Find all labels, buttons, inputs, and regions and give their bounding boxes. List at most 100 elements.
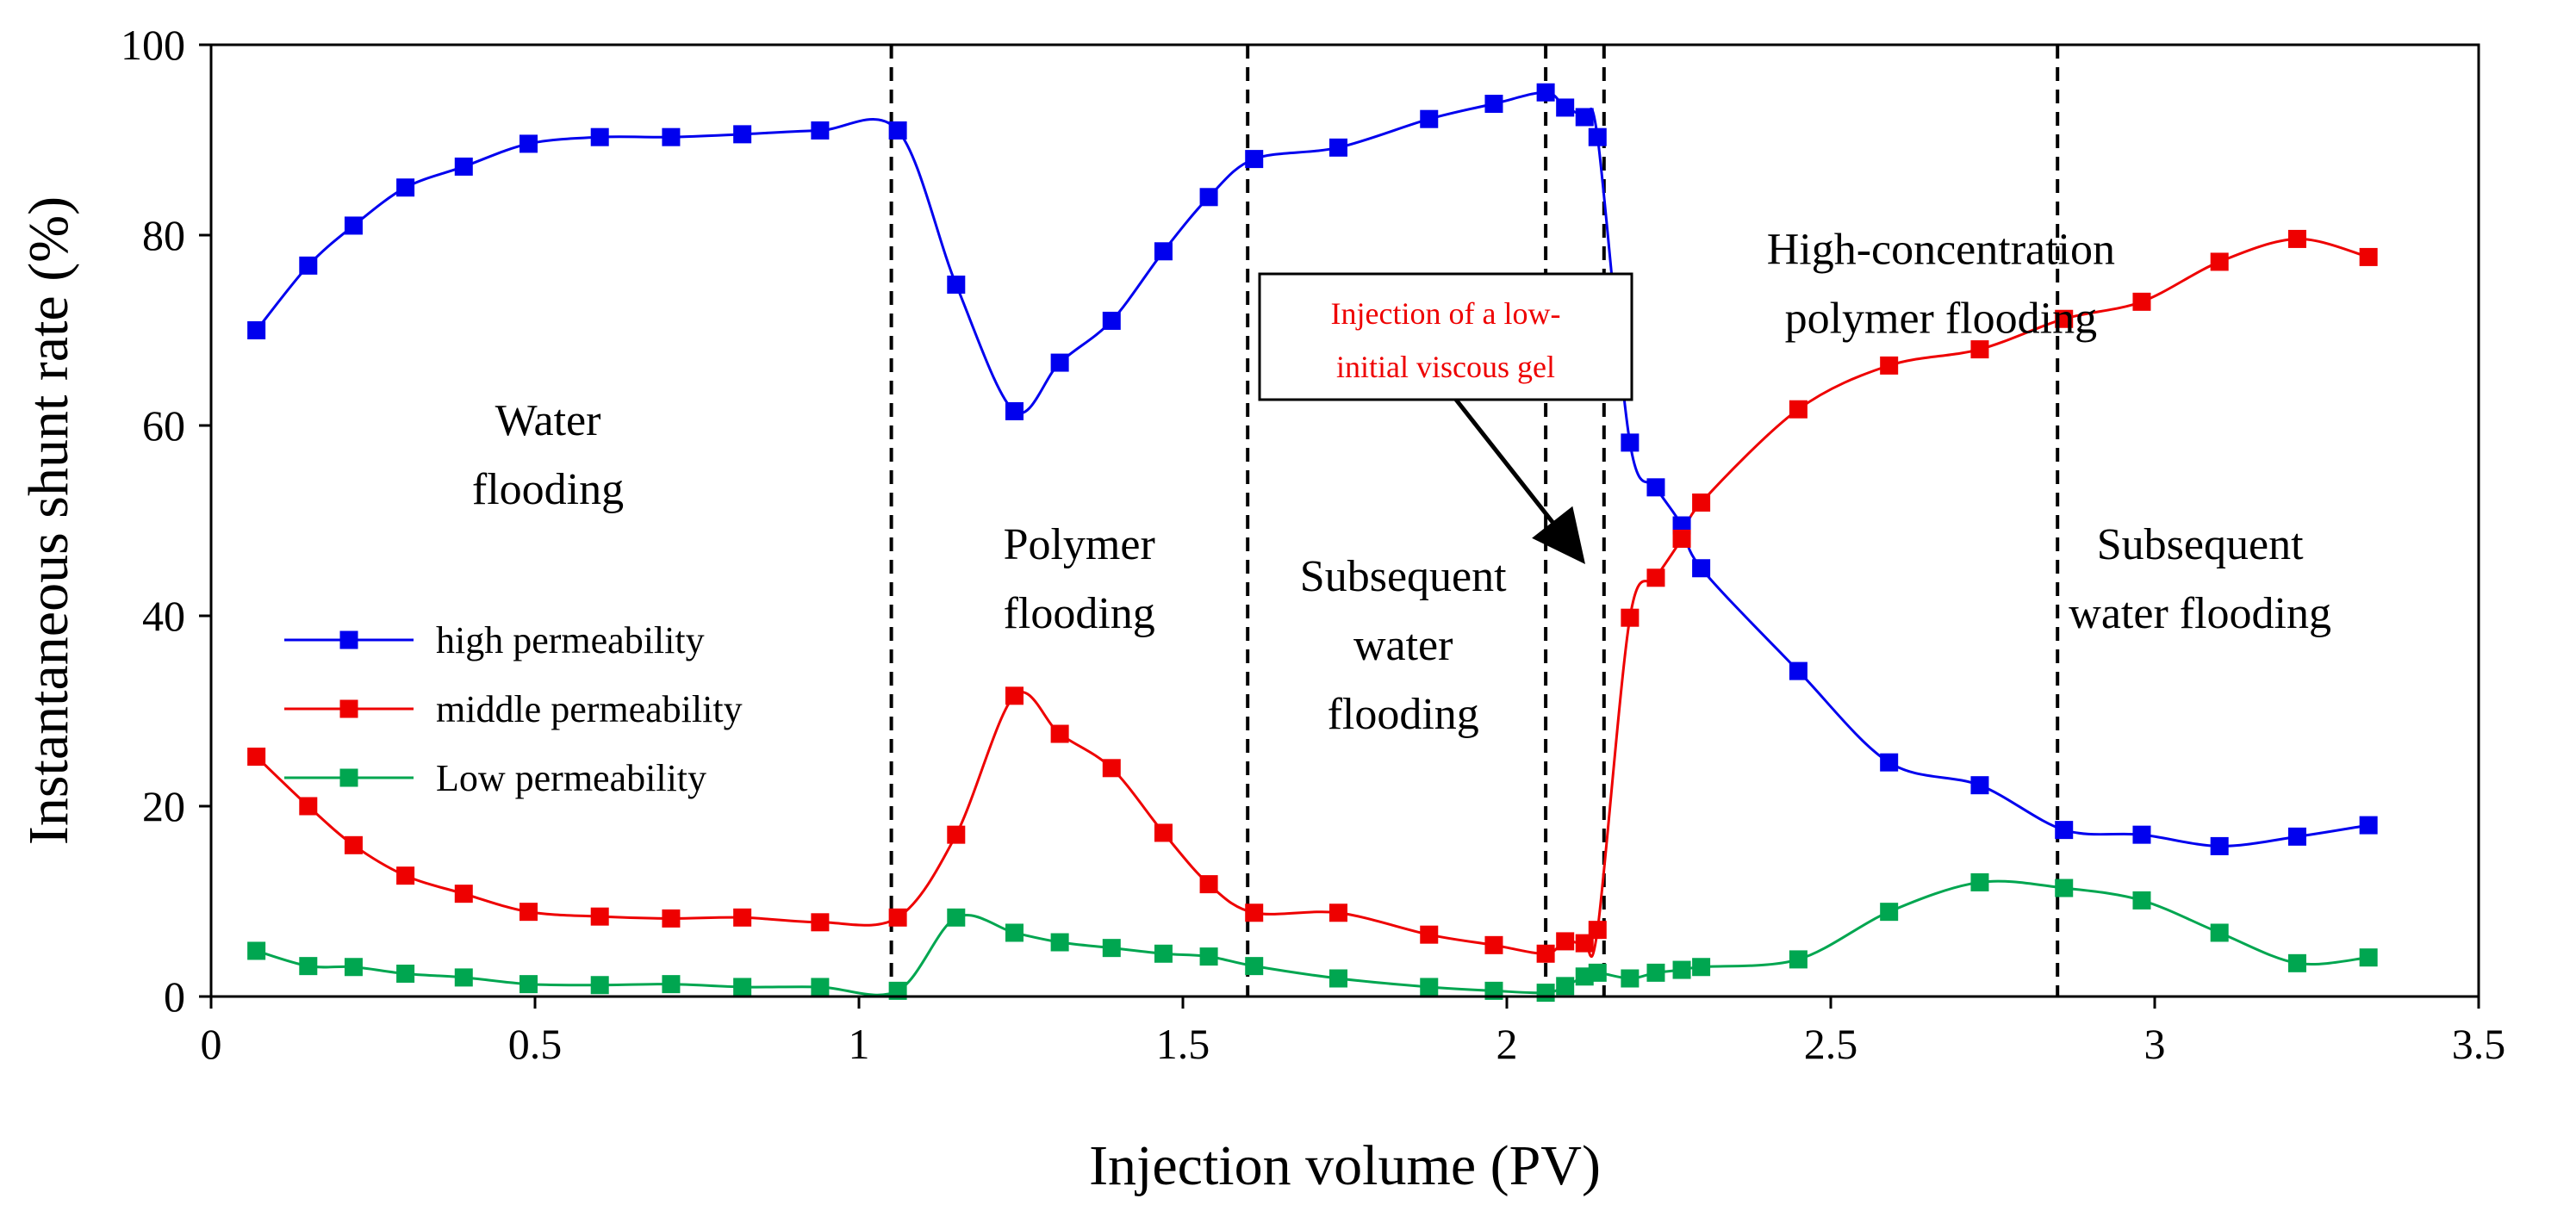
data-point [1102, 939, 1121, 958]
phase-label: Water [495, 396, 601, 445]
legend-label: high permeability [436, 619, 705, 661]
phase-label: flooding [1004, 589, 1155, 638]
data-point [1646, 478, 1665, 497]
phase-label: flooding [1328, 690, 1479, 739]
phase-label: Subsequent [2097, 520, 2304, 569]
data-point [519, 134, 538, 153]
data-point [1556, 98, 1575, 117]
data-point [1102, 311, 1121, 330]
data-point [733, 125, 752, 144]
data-point [2287, 229, 2306, 248]
data-point [1050, 353, 1069, 372]
phase-label: flooding [472, 465, 624, 514]
data-point [2055, 879, 2074, 897]
data-point [1154, 823, 1173, 842]
data-point [1102, 759, 1121, 778]
data-point [2210, 252, 2229, 271]
data-point [662, 127, 681, 146]
plot-frame [209, 43, 2480, 998]
data-point [247, 748, 266, 767]
callout: Injection of a low-initial viscous gel [1258, 272, 1633, 564]
data-point [2287, 953, 2306, 972]
callout-box [1258, 272, 1633, 401]
data-point [1970, 340, 1989, 359]
data-point [811, 978, 830, 997]
axes: 0 0.5 1 1.5 2 2.5 3 3.5 0 20 40 60 80 100 [121, 21, 2505, 1068]
data-point [1420, 978, 1439, 997]
x-tick-label: 2.5 [1804, 1020, 1858, 1068]
legend-marker [339, 630, 358, 649]
data-point [590, 127, 609, 146]
data-point [590, 976, 609, 995]
data-point [2210, 923, 2229, 942]
data-point [811, 121, 830, 140]
legend: high permeability middle permeability Low … [284, 619, 743, 799]
data-point [1005, 923, 1024, 942]
data-point [2287, 827, 2306, 846]
data-point [396, 964, 415, 983]
data-point [1154, 944, 1173, 963]
phase-label: High-concentration [1767, 225, 2115, 274]
data-point [454, 968, 473, 987]
x-tick-label: 1 [849, 1020, 870, 1068]
data-point [344, 958, 363, 977]
data-point [1588, 963, 1607, 982]
callout-arrowhead [1532, 506, 1585, 564]
data-point [1245, 903, 1264, 922]
data-point [2210, 836, 2229, 855]
data-point [1621, 433, 1640, 452]
data-point [1328, 138, 1347, 157]
y-tick-label: 80 [142, 211, 185, 259]
data-point [2359, 247, 2378, 266]
x-axis-title: Injection volume (PV) [1089, 1134, 1601, 1197]
data-point [1245, 150, 1264, 169]
data-point [733, 978, 752, 997]
data-point [1154, 242, 1173, 261]
data-point [2055, 821, 2074, 840]
data-point [1646, 568, 1665, 587]
callout-arrow [1454, 398, 1570, 543]
data-point [1672, 529, 1691, 548]
data-point [1050, 933, 1069, 952]
data-point [2055, 309, 2074, 328]
data-point [1328, 969, 1347, 988]
data-point [1199, 188, 1218, 207]
data-point [247, 941, 266, 960]
data-point [1199, 947, 1218, 966]
phase-label: polymer flooding [1785, 294, 2098, 343]
y-tick-label: 60 [142, 401, 185, 450]
series-markers [247, 83, 2378, 1003]
data-point [1880, 356, 1899, 375]
data-point [2359, 948, 2378, 967]
data-point [1692, 559, 1711, 578]
data-point [947, 275, 966, 294]
x-tick-label: 3.5 [2452, 1020, 2506, 1068]
data-point [1005, 401, 1024, 420]
data-point [1970, 872, 1989, 891]
data-point [454, 157, 473, 176]
data-point [1199, 875, 1218, 894]
data-point [1556, 977, 1575, 996]
series-line-2 [256, 879, 2369, 997]
data-point [1484, 935, 1503, 954]
data-point [811, 913, 830, 932]
data-point [1692, 494, 1711, 512]
x-tick-label: 3 [2144, 1020, 2166, 1068]
data-point [1420, 925, 1439, 944]
data-point [1789, 950, 1808, 969]
y-tick-label: 100 [121, 21, 185, 69]
legend-label: Low permeability [436, 757, 706, 799]
data-point [1880, 903, 1899, 922]
data-point [1420, 109, 1439, 128]
data-point [396, 178, 415, 197]
data-point [1005, 686, 1024, 705]
data-point [947, 825, 966, 844]
y-tick-label: 0 [164, 972, 185, 1021]
legend-label: middle permeability [436, 688, 743, 730]
data-point [1536, 984, 1555, 1003]
legend-marker [339, 699, 358, 718]
data-point [662, 909, 681, 928]
phase-label: water flooding [2069, 589, 2331, 638]
data-point [662, 975, 681, 994]
x-tick-label: 0.5 [508, 1020, 563, 1068]
